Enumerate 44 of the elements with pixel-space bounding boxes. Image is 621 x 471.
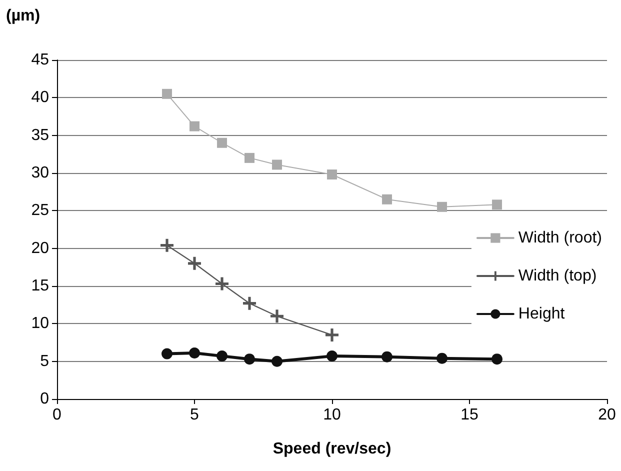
point xyxy=(272,160,282,170)
y-tick-label: 0 xyxy=(40,390,50,408)
y-tick-label: 10 xyxy=(31,315,50,332)
point xyxy=(189,348,200,359)
legend-label: Width (root) xyxy=(518,230,602,246)
point xyxy=(243,296,256,310)
y-tick-label: 20 xyxy=(31,240,50,257)
point xyxy=(492,200,502,210)
point xyxy=(326,328,338,342)
point xyxy=(270,310,284,323)
point xyxy=(327,170,337,180)
point xyxy=(326,350,338,362)
y-axis-title: (µm) xyxy=(6,8,40,24)
y-tick-label: 30 xyxy=(31,164,50,182)
point xyxy=(190,121,200,132)
point xyxy=(272,356,282,367)
point xyxy=(492,354,502,365)
legend-label: Width (top) xyxy=(518,268,597,284)
point xyxy=(188,256,201,270)
x-tick-label: 10 xyxy=(323,406,341,424)
point xyxy=(217,138,227,148)
point xyxy=(244,354,255,365)
point xyxy=(382,351,392,362)
x-tick-label: 20 xyxy=(598,406,616,424)
y-tick-label: 40 xyxy=(31,89,50,106)
y-tick-label: 35 xyxy=(31,126,50,144)
point xyxy=(437,202,447,212)
point xyxy=(244,152,254,163)
point xyxy=(216,277,228,290)
point xyxy=(162,88,172,99)
x-tick-label: 15 xyxy=(460,406,478,424)
x-axis-title: Speed (rev/sec) xyxy=(272,440,392,458)
point xyxy=(216,350,228,362)
y-tick-label: 45 xyxy=(31,52,50,68)
point xyxy=(436,352,448,364)
y-tick-label: 25 xyxy=(31,202,50,220)
point xyxy=(160,238,174,252)
y-tick-label: 5 xyxy=(40,352,50,370)
point xyxy=(382,194,392,204)
point xyxy=(162,348,172,360)
y-tick-label: 15 xyxy=(31,278,50,294)
x-tick-label: 0 xyxy=(52,406,62,424)
x-tick-label: 5 xyxy=(190,406,200,424)
legend-label: Height xyxy=(518,306,566,322)
